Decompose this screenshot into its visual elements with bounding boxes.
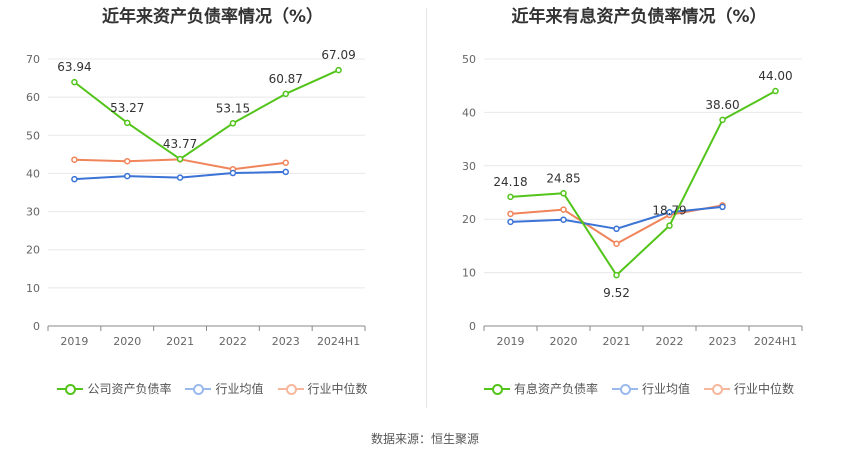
data-point[interactable] xyxy=(719,203,726,211)
x-tick-label: 2024H1 xyxy=(754,335,797,348)
data-label: 53.27 xyxy=(110,101,144,115)
series-line xyxy=(510,90,776,277)
x-tick-label: 2021 xyxy=(603,335,631,348)
legend-label: 行业中位数 xyxy=(307,382,368,396)
data-point[interactable] xyxy=(71,78,78,86)
legend-label: 行业均值 xyxy=(641,382,690,396)
y-tick-label: 20 xyxy=(462,213,476,226)
y-tick-label: 10 xyxy=(26,282,40,295)
data-point[interactable] xyxy=(124,172,131,180)
data-point[interactable] xyxy=(666,209,673,216)
data-point[interactable] xyxy=(507,218,514,226)
x-tick-label: 2019 xyxy=(497,335,525,348)
y-tick-label: 0 xyxy=(469,320,476,333)
data-point[interactable] xyxy=(229,120,237,127)
chart-title: 近年来有息资产负债率情况（%） xyxy=(511,7,767,27)
y-tick-label: 60 xyxy=(26,91,40,104)
chart-panel-debt-ratio: 近年来资产负债率情况（%） 0 10 20 30 40 50 60 70 2019 2020 202… xyxy=(0,0,425,410)
legend-item-company-debt-ratio[interactable]: 公司资产负债率 xyxy=(57,380,171,397)
data-label: 24.85 xyxy=(546,171,580,185)
legend-line-icon xyxy=(483,383,510,395)
data-point[interactable] xyxy=(719,116,726,124)
data-point[interactable] xyxy=(507,193,514,201)
data-label: 24.18 xyxy=(493,175,527,189)
legend-line-icon xyxy=(277,383,304,395)
x-tick-label: 2019 xyxy=(60,335,88,348)
data-point[interactable] xyxy=(560,190,567,197)
y-tick-label: 30 xyxy=(462,160,476,173)
data-point[interactable] xyxy=(613,271,620,279)
legend-item-industry-median[interactable]: 行业中位数 xyxy=(277,380,368,397)
data-label: 38.60 xyxy=(705,98,739,112)
source-note: 数据来源：恒生聚源 xyxy=(370,432,479,446)
x-tick-label: 2022 xyxy=(219,335,247,348)
data-label: 67.09 xyxy=(321,48,355,62)
x-tick-label: 2024H1 xyxy=(317,335,360,348)
legend-item-industry-mean[interactable]: 行业均值 xyxy=(185,380,264,397)
data-point[interactable] xyxy=(613,240,620,248)
legend-label: 公司资产负债率 xyxy=(87,382,172,396)
data-point[interactable] xyxy=(176,174,184,181)
data-point[interactable] xyxy=(124,157,131,165)
data-point[interactable] xyxy=(666,222,673,229)
x-tick-label: 2023 xyxy=(272,335,300,348)
series-line xyxy=(73,69,339,161)
data-point[interactable] xyxy=(176,155,184,163)
y-tick-label: 70 xyxy=(26,53,40,66)
legend: 公司资产负债率 行业均值 行业中位数 xyxy=(0,380,425,397)
y-tick-label: 20 xyxy=(26,244,40,257)
data-point[interactable] xyxy=(71,175,78,183)
y-tick-label: 10 xyxy=(462,267,476,280)
legend-line-icon xyxy=(704,383,730,395)
legend-item-industry-mean[interactable]: 行业均值 xyxy=(611,380,690,397)
legend: 有息资产负债率 行业均值 行业中位数 xyxy=(428,380,850,397)
x-tick-label: 2020 xyxy=(113,335,141,348)
legend-label: 有息资产负债率 xyxy=(513,382,598,396)
data-point[interactable] xyxy=(71,156,78,163)
data-point[interactable] xyxy=(124,119,131,127)
data-label: 63.94 xyxy=(57,60,91,74)
data-point[interactable] xyxy=(507,210,514,218)
data-point[interactable] xyxy=(282,159,289,166)
chart-panel-interest-debt-ratio: 近年来有息资产负债率情况（%） 0 10 20 30 40 50 2019 2020 2021 2… xyxy=(428,0,850,410)
data-point[interactable] xyxy=(229,169,237,177)
y-tick-label: 50 xyxy=(26,129,40,142)
y-tick-label: 40 xyxy=(26,167,40,180)
legend-line-icon xyxy=(185,383,212,395)
series-line xyxy=(510,205,723,230)
y-tick-label: 50 xyxy=(462,53,476,66)
data-point[interactable] xyxy=(560,206,567,213)
data-label: 53.15 xyxy=(216,101,250,115)
chart-title: 近年来资产负债率情况（%） xyxy=(101,7,324,27)
legend-line-icon xyxy=(611,383,638,395)
x-tick-label: 2020 xyxy=(550,335,578,348)
data-point[interactable] xyxy=(772,87,779,95)
x-tick-label: 2022 xyxy=(656,335,684,348)
data-label: 44.00 xyxy=(758,69,792,83)
legend-line-icon xyxy=(57,383,84,395)
legend-label: 行业均值 xyxy=(215,382,264,396)
data-point[interactable] xyxy=(282,90,289,98)
data-point[interactable] xyxy=(282,168,289,176)
data-point[interactable] xyxy=(560,216,567,223)
x-tick-label: 2021 xyxy=(166,335,194,348)
interest-debt-ratio-plot: 0 10 20 30 40 50 2019 2020 2021 2022 2023 2024H1 24.… xyxy=(462,53,803,348)
data-label: 43.77 xyxy=(163,137,197,151)
data-label: 9.52 xyxy=(603,286,630,300)
data-point[interactable] xyxy=(335,66,342,74)
debt-ratio-plot: 0 10 20 30 40 50 60 70 2019 2020 2021 2022 2023 2024H… xyxy=(26,48,366,348)
x-tick-label: 2023 xyxy=(709,335,737,348)
legend-label: 行业中位数 xyxy=(734,382,795,396)
y-tick-label: 40 xyxy=(462,106,476,119)
panel-divider xyxy=(426,8,427,408)
data-label: 60.87 xyxy=(269,72,303,86)
legend-item-industry-median[interactable]: 行业中位数 xyxy=(704,380,794,397)
legend-item-interest-debt-ratio[interactable]: 有息资产负债率 xyxy=(483,380,598,397)
y-tick-label: 30 xyxy=(26,206,40,219)
y-tick-label: 0 xyxy=(33,320,40,333)
data-label: 18.79 xyxy=(652,204,686,218)
data-point[interactable] xyxy=(613,225,620,233)
